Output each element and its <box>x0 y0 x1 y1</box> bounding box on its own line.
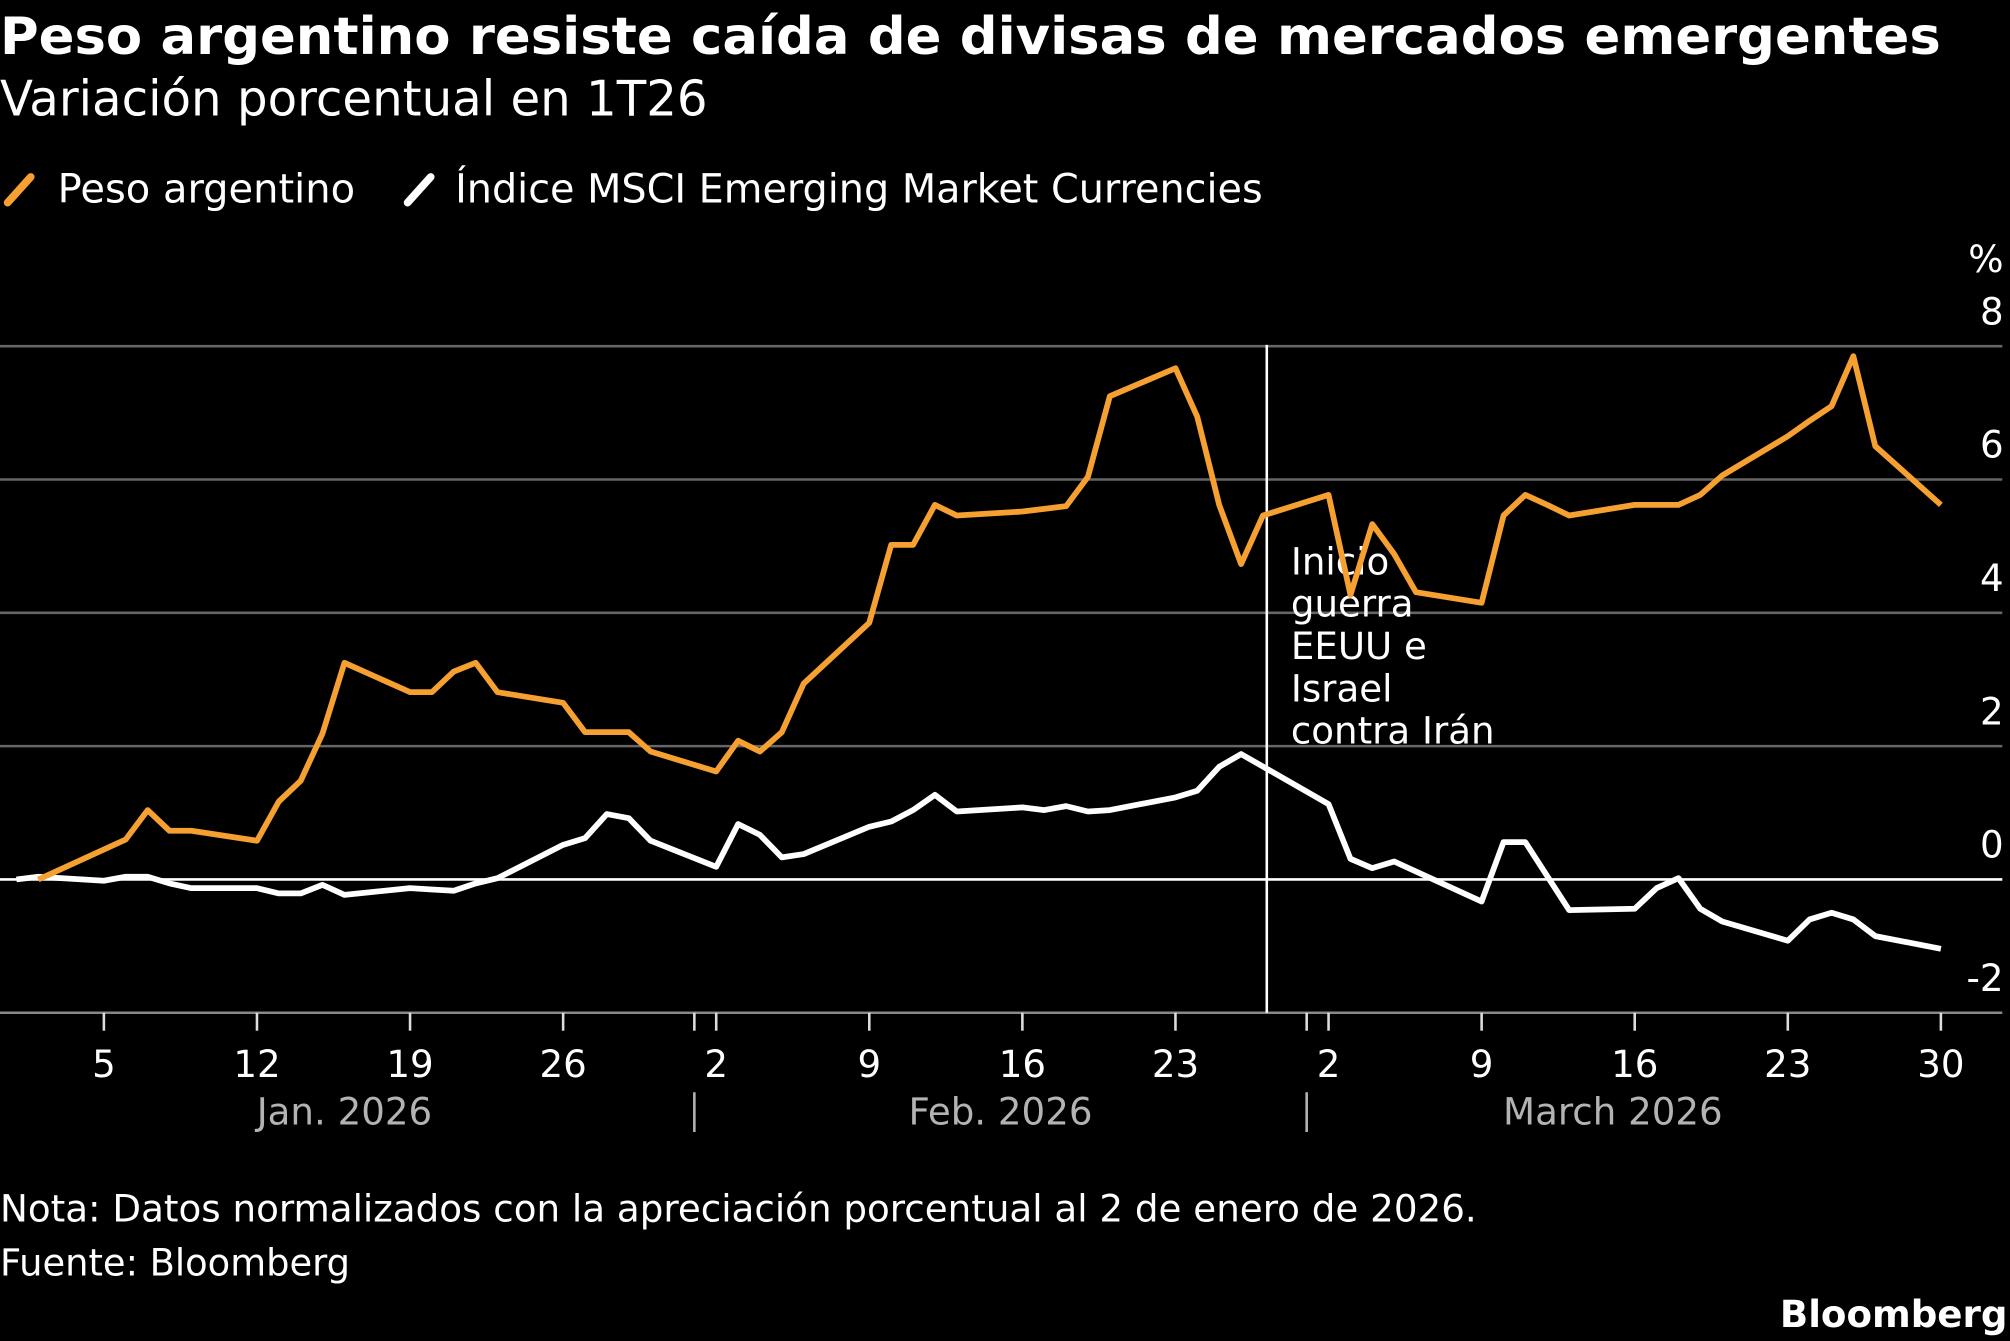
x-tick-label: 16 <box>999 1042 1046 1086</box>
y-axis-unit: % <box>1968 237 2003 281</box>
legend: Peso argentino Índice MSCI Emerging Mark… <box>3 166 1263 213</box>
y-tick-label: 0 <box>1980 823 2004 867</box>
y-tick-label: 8 <box>1980 289 2004 333</box>
x-tick-label: 19 <box>386 1042 433 1086</box>
x-tick-label: 2 <box>704 1042 728 1086</box>
bloomberg-logo: Bloomberg <box>1780 1292 2008 1336</box>
x-tick-label: 30 <box>1917 1042 1964 1086</box>
month-label: Feb. 2026 <box>909 1089 1093 1133</box>
y-tick-label: 2 <box>1980 689 2004 733</box>
gridlines <box>0 344 2003 1015</box>
footnote: Nota: Datos normalizados con la apreciac… <box>0 1187 1477 1231</box>
legend-swatch-msci <box>403 173 435 207</box>
annotation-text: contra Irán <box>1291 709 1495 753</box>
chart-subtitle: Variación porcentual en 1T26 <box>0 71 708 127</box>
y-tick-label: 6 <box>1980 423 2004 467</box>
chart-title: Peso argentino resiste caída de divisas … <box>0 7 1941 67</box>
x-axis: 5 12 19 26 2 9 16 23 2 9 16 23 30 Jan. 2026 Feb. 2026 M… <box>92 1012 1965 1133</box>
annotation-text: EEUU e <box>1291 624 1427 668</box>
x-tick-label: 26 <box>539 1042 586 1086</box>
legend-swatch-peso <box>3 173 35 207</box>
series-line-peso <box>37 353 1943 883</box>
series-line-msci <box>16 751 1942 952</box>
x-tick-label: 16 <box>1611 1042 1658 1086</box>
y-axis: 8 6 4 2 0 -2 <box>1967 289 2004 1000</box>
x-tick-label: 12 <box>233 1042 280 1086</box>
series-lines <box>16 353 1943 952</box>
month-label: Jan. 2026 <box>255 1089 432 1133</box>
annotation-text: Israel <box>1291 666 1393 710</box>
y-tick-label: -2 <box>1967 956 2004 1000</box>
legend-label-peso: Peso argentino <box>58 167 355 213</box>
source: Fuente: Bloomberg <box>0 1241 350 1285</box>
x-tick-label: 23 <box>1764 1042 1811 1086</box>
x-tick-label: 2 <box>1317 1042 1341 1086</box>
month-label: March 2026 <box>1503 1089 1723 1133</box>
legend-label-msci: Índice MSCI Emerging Market Currencies <box>455 166 1263 213</box>
y-tick-label: 4 <box>1980 556 2004 600</box>
x-tick-label: 9 <box>1470 1042 1494 1086</box>
x-tick-label: 9 <box>857 1042 881 1086</box>
x-tick-label: 23 <box>1152 1042 1199 1086</box>
x-tick-label: 5 <box>92 1042 116 1086</box>
